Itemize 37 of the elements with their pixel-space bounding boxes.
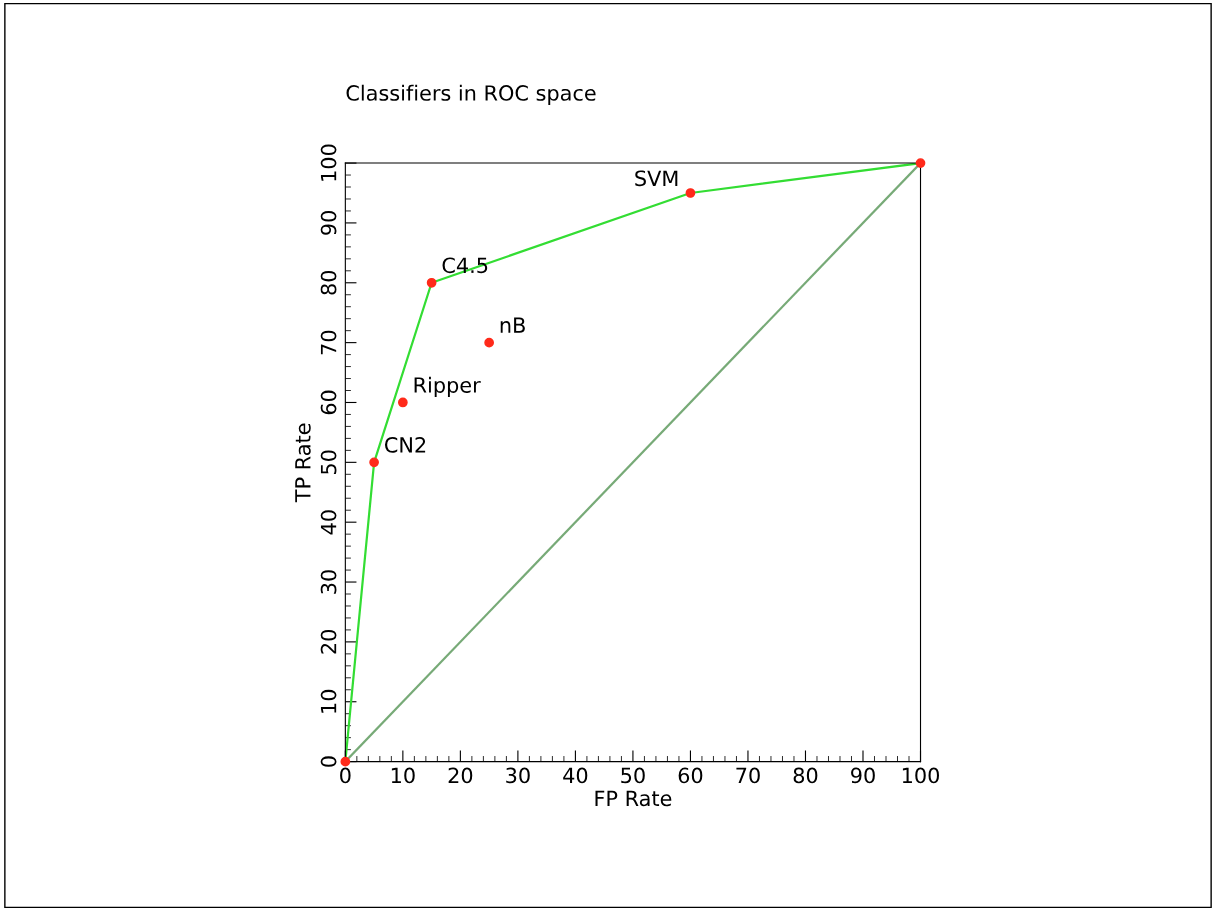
x-tick-label: 20 — [448, 767, 473, 784]
y-tick-label: 60 — [320, 390, 337, 415]
y-tick-label: 20 — [320, 630, 337, 654]
y-tick-label: 10 — [320, 689, 337, 713]
x-tick-label: 70 — [736, 767, 760, 784]
y-tick-label: 70 — [320, 330, 337, 355]
point — [397, 397, 408, 408]
x-tick-label: 50 — [621, 767, 645, 784]
point — [915, 158, 926, 168]
y-tick-label: 30 — [320, 570, 337, 594]
x-tick-label: 80 — [793, 767, 818, 784]
point — [484, 337, 494, 348]
x-axis-title: FP Rate — [595, 790, 672, 807]
annotation: nB — [500, 317, 525, 333]
y-tick-label: 50 — [320, 450, 337, 474]
annotation: SVM — [635, 170, 678, 187]
annotation: C4.5 — [442, 257, 488, 274]
point — [340, 756, 351, 767]
y-tick-label: 100 — [320, 144, 337, 181]
y-tick-label: 90 — [320, 211, 337, 235]
x-tick-label: 90 — [851, 767, 875, 784]
annotation: CN2 — [384, 436, 426, 453]
annotation: Ripper — [414, 376, 481, 397]
x-tick-label: 60 — [678, 767, 703, 784]
x-tick-label: 100 — [902, 767, 940, 784]
y-tick-label: 80 — [320, 270, 337, 295]
y-tick-label: 40 — [320, 510, 337, 535]
point — [685, 188, 696, 198]
x-tick-label: 10 — [391, 767, 415, 784]
x-tick-label: 0 — [340, 767, 351, 784]
point — [426, 277, 437, 288]
chart-title: Classifiers in ROC space — [346, 84, 596, 105]
x-tick-label: 40 — [563, 767, 588, 784]
point — [369, 457, 379, 468]
y-axis-title: TP Rate — [295, 423, 311, 503]
x-tick-label: 30 — [506, 767, 530, 784]
y-tick-label: 0 — [320, 756, 337, 767]
